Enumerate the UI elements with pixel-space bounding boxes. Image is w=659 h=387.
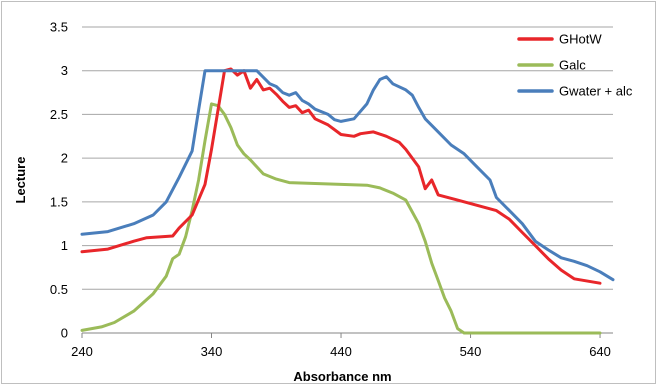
- y-tick-label-3: 1.5: [50, 194, 68, 209]
- y-tick-label-4: 2: [61, 151, 68, 166]
- y-tick-label-6: 3: [61, 63, 68, 78]
- gridlines: [82, 26, 613, 290]
- x-tick-label-0: 240: [71, 344, 93, 359]
- y-axis-title: Lecture: [13, 157, 28, 204]
- x-tick-label-1: 340: [201, 344, 223, 359]
- y-tick-label-7: 3.5: [50, 20, 68, 35]
- series-lines: [80, 67, 615, 335]
- x-axis-title: Absorbance nm: [293, 369, 391, 384]
- legend-label-ghotw: GHotW: [559, 32, 602, 47]
- y-tick-label-2: 1: [61, 238, 68, 253]
- y-tick-label-0: 0: [61, 326, 68, 341]
- legend-label-galc: Galc: [559, 58, 586, 73]
- x-tick-label-2: 440: [330, 344, 352, 359]
- x-tick-label-3: 540: [460, 344, 482, 359]
- legend-label-gwater-alc: Gwater + alc: [559, 84, 633, 99]
- x-tick-label-4: 640: [589, 344, 611, 359]
- series-line-ghotw: [80, 67, 602, 285]
- y-tick-label-5: 2.5: [50, 107, 68, 122]
- series-line-gwater-alc: [80, 69, 615, 282]
- y-tick-label-1: 0.5: [50, 282, 68, 297]
- legend: GHotW Galc Gwater + alc: [517, 32, 633, 99]
- series-line-galc: [80, 102, 602, 335]
- tick-labels: 0 0.5 1 1.5 2 2.5 3 3.5 240 340 440 540 640: [50, 20, 611, 360]
